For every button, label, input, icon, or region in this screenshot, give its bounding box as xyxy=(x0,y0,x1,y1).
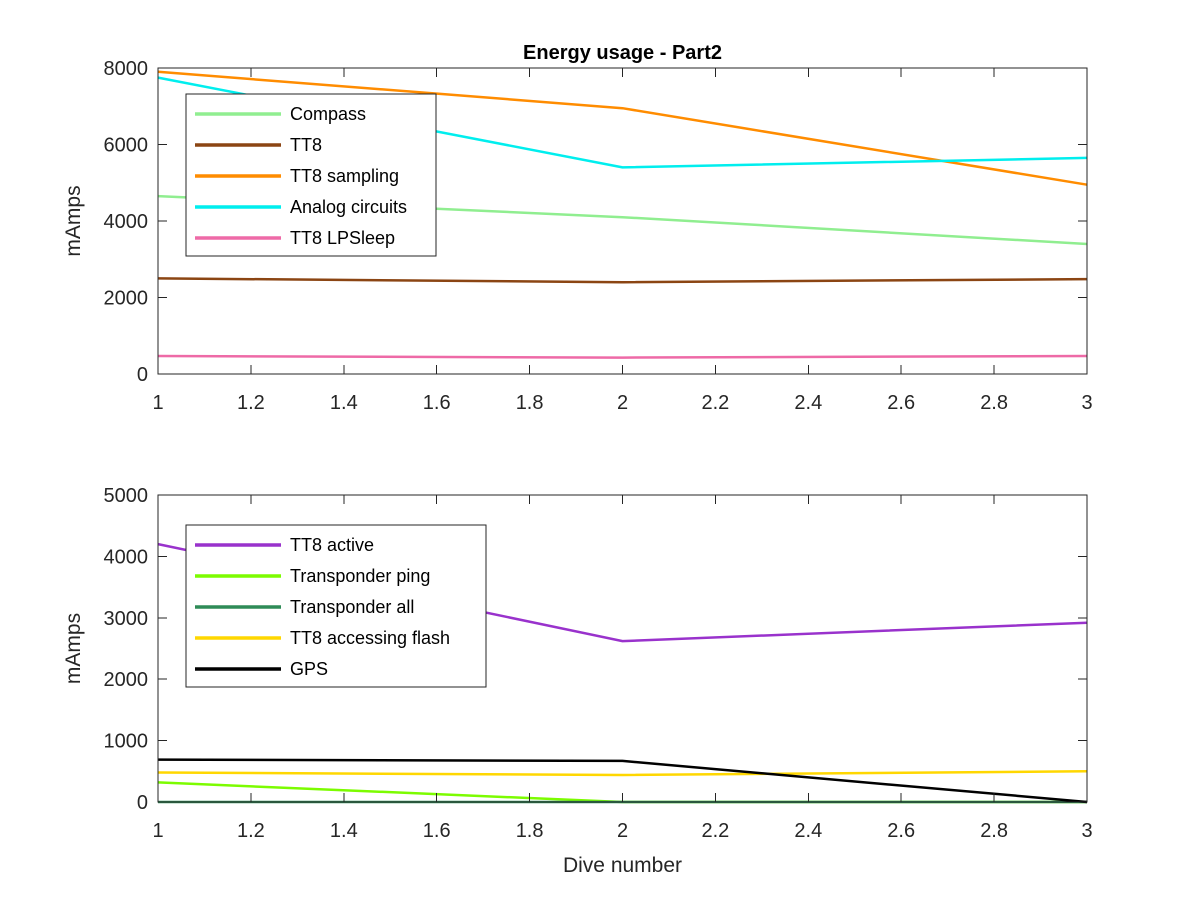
x-tick-label: 2.4 xyxy=(794,392,822,414)
series-line-3 xyxy=(157,70,1088,186)
x-tick-label: 1.4 xyxy=(330,392,358,414)
legend-label: TT8 sampling xyxy=(290,166,399,186)
y-tick-label: 2000 xyxy=(104,288,149,310)
legend-label: TT8 active xyxy=(290,535,374,555)
y-tick-label: 0 xyxy=(137,792,148,814)
x-tick-label: 1.2 xyxy=(237,820,265,842)
y-tick-label: 2000 xyxy=(104,669,149,691)
y-axis-label: mAmps xyxy=(62,613,85,684)
legend-label: TT8 LPSleep xyxy=(290,228,395,248)
y-tick-label: 8000 xyxy=(104,58,149,80)
y-axis-ticks: 0 1000 2000 3000 4000 5000 xyxy=(104,485,1087,814)
x-axis-label: Dive number xyxy=(563,854,682,877)
legend-item-4: TT8 accessing flash xyxy=(195,628,450,648)
legend-item-1: Compass xyxy=(195,104,366,124)
legend-label: Transponder all xyxy=(290,597,414,617)
legend-item-4: Analog circuits xyxy=(195,197,407,217)
x-tick-label: 1 xyxy=(152,392,163,414)
legend-item-5: GPS xyxy=(195,659,328,679)
legend-label: Transponder ping xyxy=(290,566,430,586)
x-tick-label: 2 xyxy=(617,820,628,842)
chart-1: 1 1.2 1.4 1.6 1.8 2 2.2 2.4 2.6 2.8 3 0 2000 4000 6000… xyxy=(62,42,1093,414)
legend: TT8 active Transponder ping Transponder al… xyxy=(185,524,487,688)
y-tick-label: 5000 xyxy=(104,485,149,507)
y-axis-ticks: 0 2000 4000 6000 8000 xyxy=(104,58,1087,386)
x-tick-label: 1.8 xyxy=(516,392,544,414)
legend-label: TT8 accessing flash xyxy=(290,628,450,648)
chart-title: Energy usage - Part2 xyxy=(523,42,722,64)
series-line-5 xyxy=(157,758,1088,804)
x-tick-label: 1.6 xyxy=(423,392,451,414)
legend-item-3: Transponder all xyxy=(195,597,414,617)
x-axis-ticks: 1 1.2 1.4 1.6 1.8 2 2.2 2.4 2.6 2.8 3 xyxy=(152,68,1093,414)
x-tick-label: 2.6 xyxy=(887,820,915,842)
legend-item-1: TT8 active xyxy=(195,535,374,555)
x-tick-label: 1.2 xyxy=(237,392,265,414)
y-axis-label: mAmps xyxy=(62,185,85,256)
y-tick-label: 4000 xyxy=(104,546,149,568)
series-line-5 xyxy=(157,354,1088,359)
legend-item-5: TT8 LPSleep xyxy=(195,228,395,248)
x-tick-label: 2.2 xyxy=(701,820,729,842)
x-tick-label: 2.8 xyxy=(980,392,1008,414)
y-tick-label: 3000 xyxy=(104,608,149,630)
chart-2: 1 1.2 1.4 1.6 1.8 2 2.2 2.4 2.6 2.8 3 0 1000 2000 3000… xyxy=(62,485,1093,877)
y-tick-label: 0 xyxy=(137,364,148,386)
series-line-4 xyxy=(157,770,1088,777)
legend-item-3: TT8 sampling xyxy=(195,166,399,186)
x-tick-label: 1.4 xyxy=(330,820,358,842)
x-tick-label: 2 xyxy=(617,392,628,414)
legend: Compass TT8 TT8 sampling Analog circuits TT8… xyxy=(185,93,437,257)
legend-label: GPS xyxy=(290,659,328,679)
legend-item-2: TT8 xyxy=(195,135,322,155)
x-tick-label: 2.6 xyxy=(887,392,915,414)
legend-item-2: Transponder ping xyxy=(195,566,430,586)
legend-label: TT8 xyxy=(290,135,322,155)
y-tick-label: 6000 xyxy=(104,135,149,157)
y-tick-label: 1000 xyxy=(104,731,149,753)
series-line-2 xyxy=(157,277,1088,284)
x-tick-label: 3 xyxy=(1081,820,1092,842)
x-tick-label: 2.4 xyxy=(794,820,822,842)
x-tick-label: 2.2 xyxy=(701,392,729,414)
x-tick-label: 3 xyxy=(1081,392,1092,414)
legend-label: Compass xyxy=(290,104,366,124)
y-tick-label: 4000 xyxy=(104,211,149,233)
legend-label: Analog circuits xyxy=(290,197,407,217)
x-tick-label: 2.8 xyxy=(980,820,1008,842)
x-axis-ticks: 1 1.2 1.4 1.6 1.8 2 2.2 2.4 2.6 2.8 3 xyxy=(152,495,1093,842)
x-tick-label: 1.8 xyxy=(516,820,544,842)
x-tick-label: 1.6 xyxy=(423,820,451,842)
x-tick-label: 1 xyxy=(152,820,163,842)
